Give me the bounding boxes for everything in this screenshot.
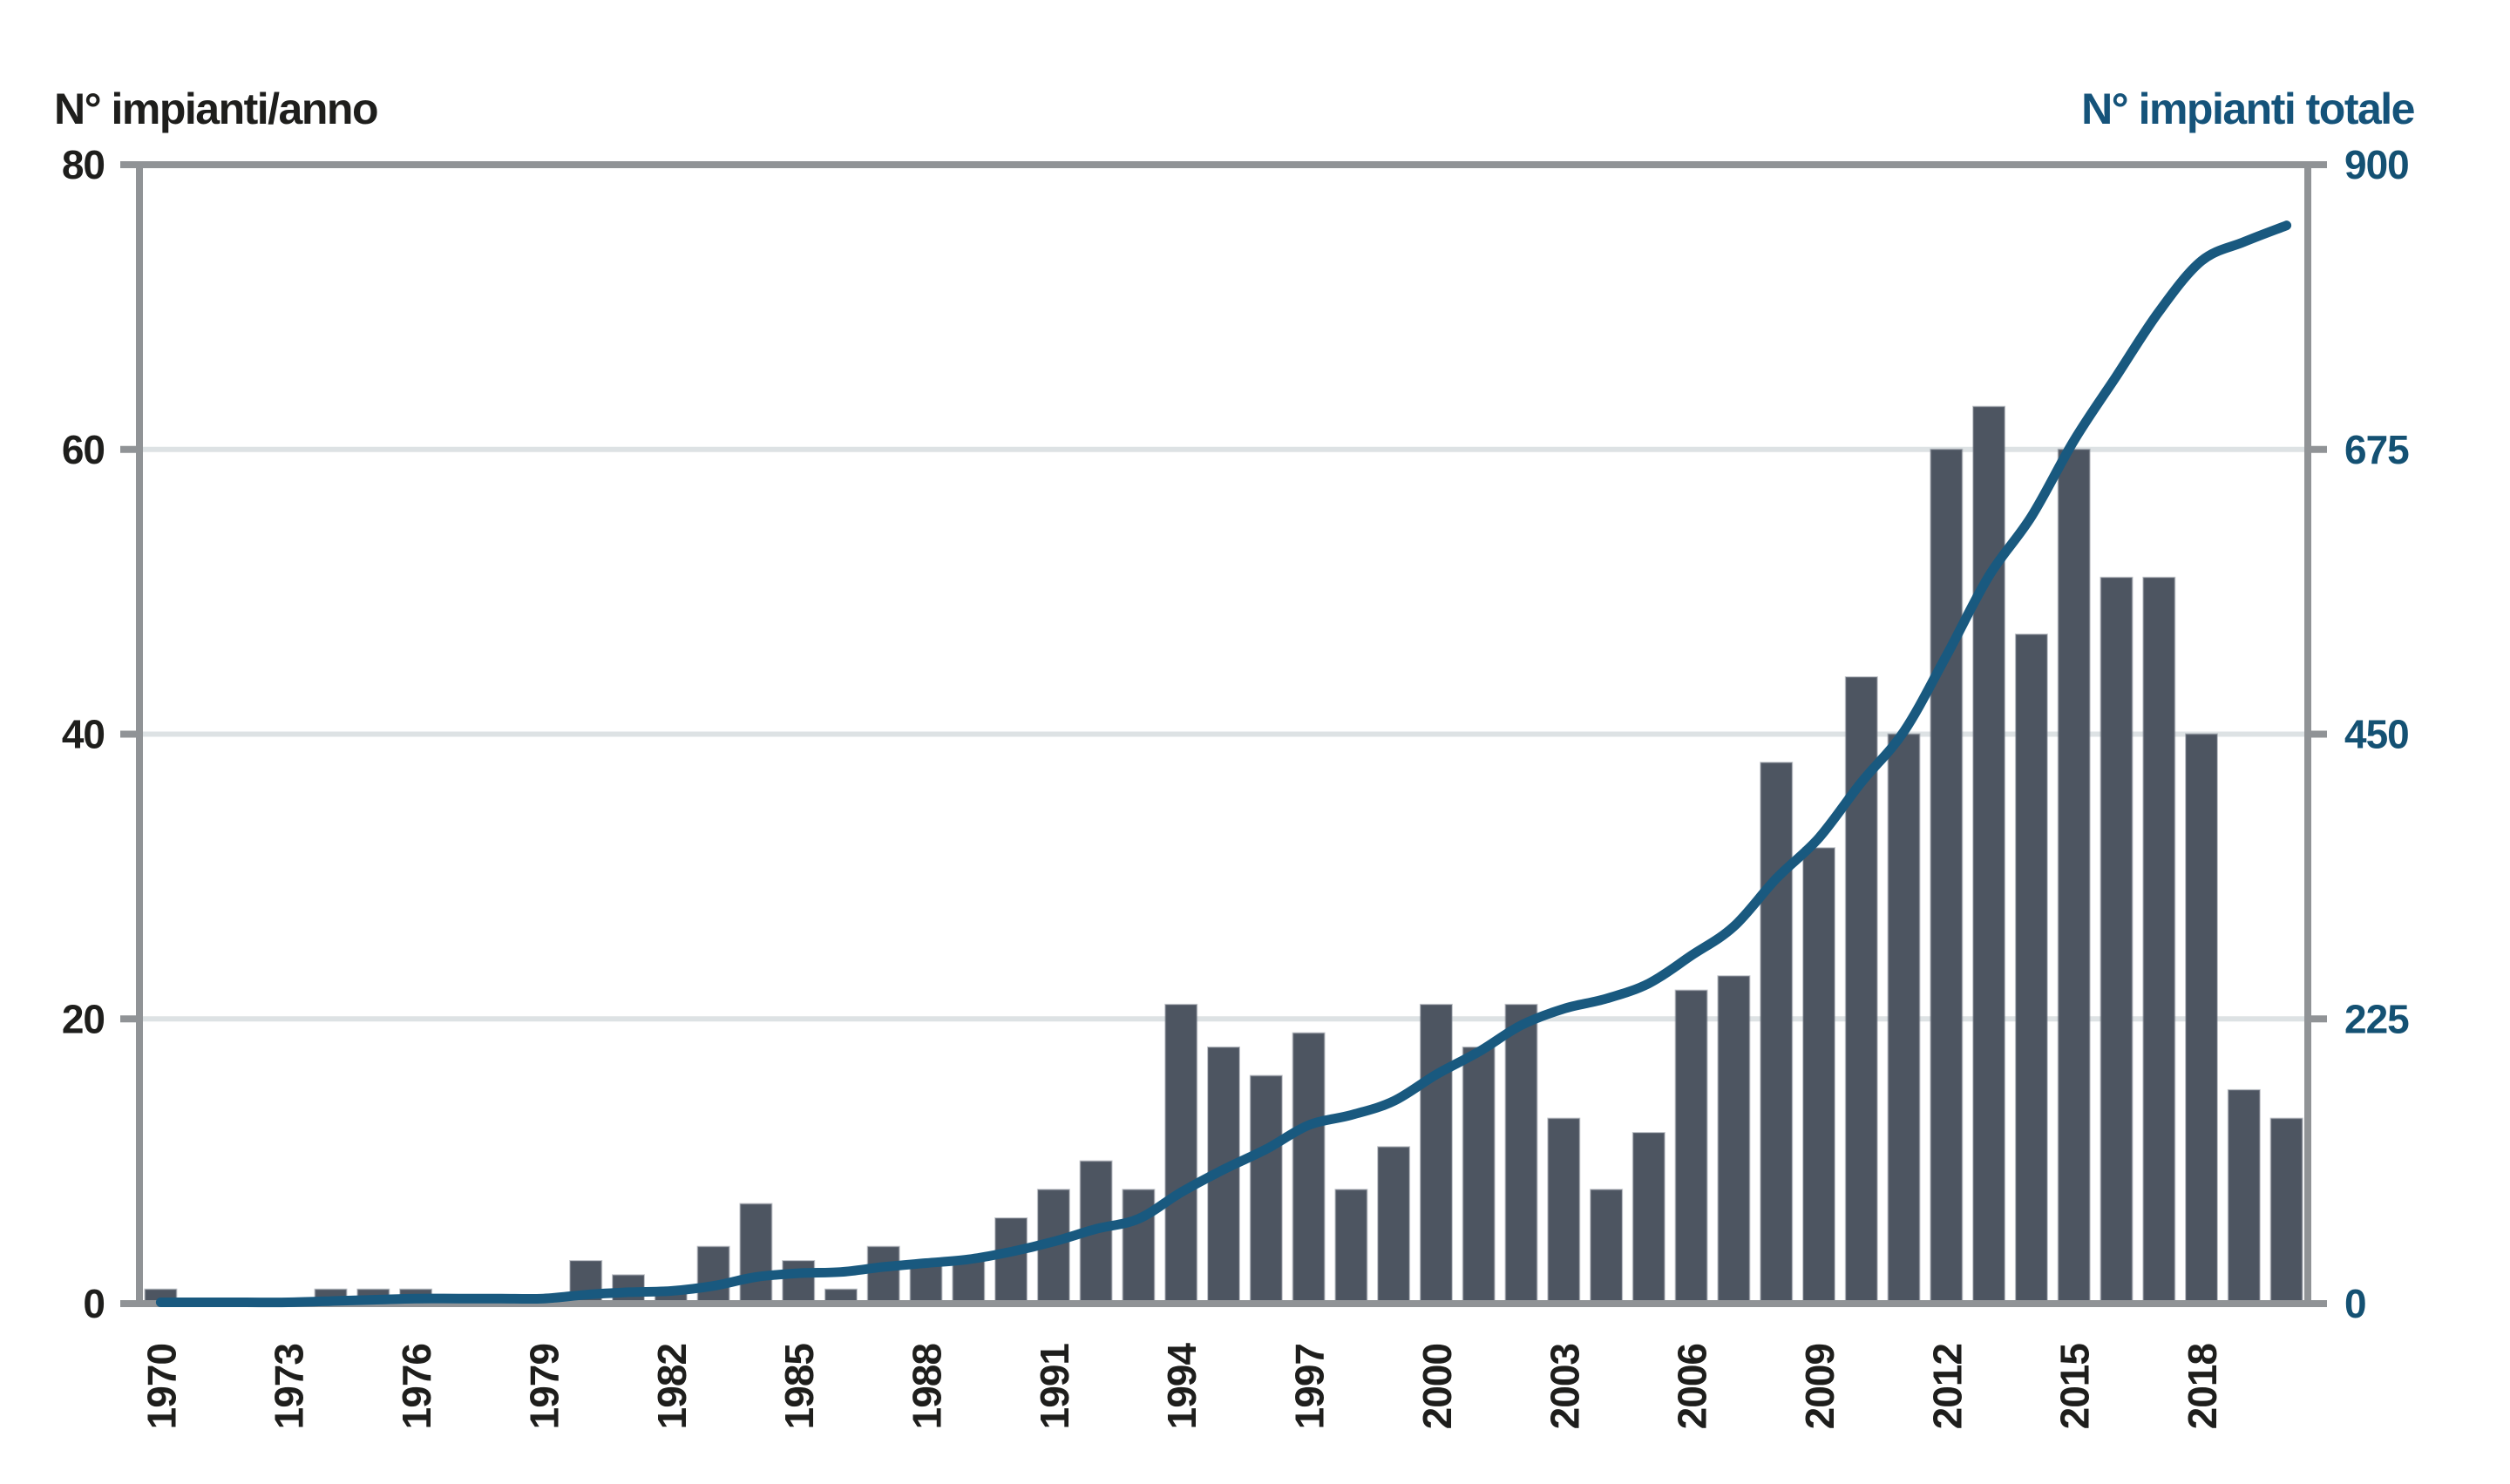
- right-tick-label-675: 675: [2344, 427, 2409, 472]
- left-axis-labels: 0 20 40 60 80: [62, 142, 105, 1326]
- x-label-1997: 1997: [1287, 1344, 1333, 1429]
- bar-2014: [2014, 634, 2048, 1304]
- x-label-2000: 2000: [1414, 1344, 1460, 1429]
- bar-1997: [1292, 1032, 1326, 1304]
- x-label-2018: 2018: [2180, 1344, 2225, 1430]
- bar-1984: [739, 1203, 773, 1304]
- x-label-2006: 2006: [1670, 1344, 1715, 1429]
- bar-2011: [1887, 733, 1921, 1304]
- bar-1985: [782, 1260, 816, 1304]
- bar-2006: [1674, 989, 1708, 1304]
- bar-1993: [1122, 1189, 1156, 1305]
- left-tick-label-60: 60: [62, 427, 105, 472]
- x-label-1973: 1973: [267, 1344, 312, 1429]
- bar-2004: [1590, 1189, 1624, 1305]
- x-label-1979: 1979: [521, 1344, 566, 1429]
- total-line: [155, 220, 2292, 1308]
- x-label-2009: 2009: [1797, 1344, 1842, 1429]
- bar-2020: [2269, 1117, 2303, 1304]
- bar-1987: [866, 1245, 900, 1304]
- bar-1999: [1377, 1146, 1411, 1305]
- bar-2005: [1632, 1132, 1665, 1304]
- bar-2017: [2142, 576, 2176, 1304]
- bar-1998: [1334, 1189, 1368, 1305]
- bar-2008: [1760, 762, 1794, 1304]
- bar-2018: [2185, 733, 2218, 1304]
- bar-2003: [1547, 1117, 1581, 1304]
- bar-1983: [696, 1245, 730, 1304]
- x-label-1970: 1970: [139, 1344, 184, 1429]
- bar-2000: [1419, 1003, 1453, 1305]
- x-label-1985: 1985: [777, 1344, 822, 1430]
- bar-1996: [1249, 1074, 1283, 1304]
- x-label-1988: 1988: [905, 1344, 950, 1430]
- right-axis-title: N° impianti totale: [2081, 85, 2415, 133]
- x-label-1991: 1991: [1032, 1344, 1077, 1430]
- right-tick-label-225: 225: [2344, 996, 2409, 1041]
- left-tick-label-80: 80: [62, 142, 105, 187]
- x-axis-labels: 1970 1973 1976 1979 1982 1985 1988 1991 1994 1997…: [139, 1343, 2225, 1430]
- right-tick-label-900: 900: [2344, 142, 2409, 187]
- bar-2002: [1504, 1003, 1538, 1305]
- bar-2007: [1717, 975, 1751, 1304]
- right-axis-labels: 0 225 450 675 900: [2344, 142, 2410, 1326]
- bar-1990: [994, 1217, 1028, 1304]
- bar-2013: [1972, 405, 2006, 1305]
- bar-1989: [952, 1260, 986, 1304]
- bar-2009: [1802, 847, 1835, 1304]
- left-tick-label-40: 40: [62, 712, 105, 757]
- bar-2015: [2057, 448, 2091, 1305]
- left-tick-label-20: 20: [62, 996, 105, 1041]
- x-label-2015: 2015: [2052, 1344, 2098, 1430]
- bar-2012: [1930, 448, 1964, 1305]
- right-tick-label-450: 450: [2344, 712, 2409, 757]
- left-axis-title: N° impianti/anno: [54, 85, 379, 133]
- bar-2016: [2100, 576, 2134, 1304]
- x-label-2012: 2012: [1924, 1344, 1970, 1429]
- left-tick-label-0: 0: [83, 1281, 105, 1326]
- bar-2001: [1462, 1046, 1496, 1305]
- x-label-1994: 1994: [1159, 1343, 1204, 1430]
- x-label-1982: 1982: [649, 1344, 695, 1429]
- bar-1994: [1164, 1003, 1198, 1305]
- x-label-1976: 1976: [394, 1344, 439, 1429]
- right-tick-label-0: 0: [2344, 1281, 2366, 1326]
- tick-marks-group: [120, 161, 2327, 1307]
- bar-2019: [2227, 1088, 2261, 1305]
- x-label-2003: 2003: [1542, 1344, 1587, 1429]
- bars-group: [144, 405, 2303, 1305]
